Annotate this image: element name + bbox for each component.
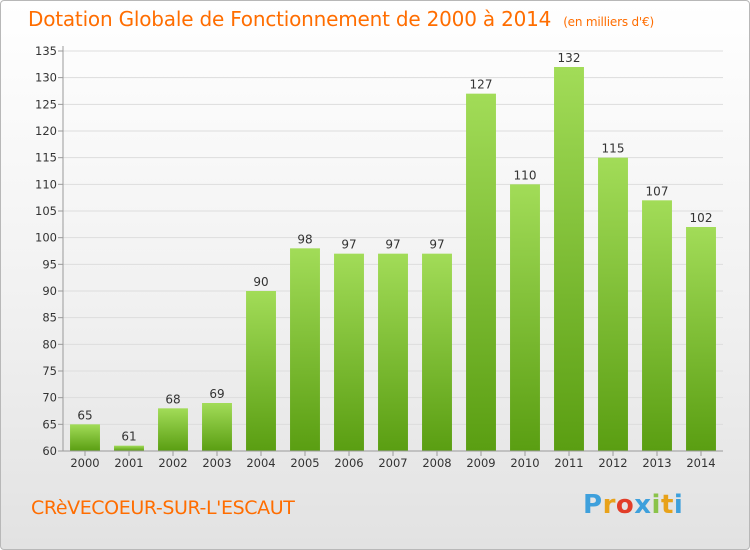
value-label-2013: 107 [646, 184, 669, 198]
x-tick-label-2007: 2007 [378, 456, 407, 470]
value-label-2004: 90 [253, 275, 268, 289]
commune-name: CRèVECOEUR-SUR-L'ESCAUT [31, 497, 295, 519]
y-tick-label: 85 [42, 311, 57, 325]
y-tick-label: 125 [35, 97, 57, 111]
logo-letter: r [602, 490, 616, 520]
x-tick-label-2005: 2005 [290, 456, 319, 470]
x-tick-label-2013: 2013 [642, 456, 671, 470]
value-label-2014: 102 [690, 211, 713, 225]
x-tick-label-2012: 2012 [598, 456, 627, 470]
bar-2014[interactable] [686, 227, 716, 451]
x-tick-label-2008: 2008 [422, 456, 451, 470]
y-tick-label: 110 [35, 177, 57, 191]
y-tick-label: 65 [42, 417, 57, 431]
y-tick-label: 105 [35, 204, 57, 218]
value-label-2008: 97 [429, 238, 444, 252]
x-tick-label-2004: 2004 [246, 456, 275, 470]
y-tick-label: 120 [35, 124, 57, 138]
y-tick-label: 60 [42, 444, 57, 458]
value-label-2012: 115 [602, 142, 625, 156]
value-label-2001: 61 [121, 430, 136, 444]
logo-letter: t [660, 490, 674, 520]
y-tick-label: 130 [35, 71, 57, 85]
bar-2007[interactable] [378, 253, 408, 451]
bar-2005[interactable] [290, 248, 320, 451]
chart-title-text: Dotation Globale de Fonctionnement de 20… [28, 7, 552, 31]
axes: 60 65 70 75 80 85 90 95 100 105 110 115 120 125 130 135… [35, 44, 723, 470]
value-label-2007: 97 [385, 238, 400, 252]
bar-2012[interactable] [598, 157, 628, 451]
bar-2008[interactable] [422, 253, 452, 451]
value-label-2003: 69 [209, 387, 224, 401]
x-tick-label-2000: 2000 [70, 456, 99, 470]
x-tick-label-2003: 2003 [202, 456, 231, 470]
value-label-2006: 97 [341, 238, 356, 252]
bar-2003[interactable] [202, 403, 232, 451]
y-tick-label: 80 [42, 337, 57, 351]
x-tick-label-2009: 2009 [466, 456, 495, 470]
value-label-2002: 68 [165, 392, 180, 406]
logo-letter: P [583, 490, 603, 520]
x-tick-label-2001: 2001 [114, 456, 143, 470]
logo-letter: i [651, 490, 661, 520]
bar-2000[interactable] [70, 424, 100, 451]
bars [70, 67, 716, 452]
chart-subtitle: (en milliers d'€) [563, 15, 654, 29]
value-labels: 65 61 68 69 90 98 97 97 97 127 110 132 115 107 102 [77, 51, 712, 444]
value-label-2010: 110 [514, 168, 537, 182]
bar-2006[interactable] [334, 253, 364, 451]
x-tick-label-2002: 2002 [158, 456, 187, 470]
value-label-2009: 127 [470, 78, 493, 92]
bar-2011[interactable] [554, 67, 584, 451]
bar-2013[interactable] [642, 200, 672, 451]
logo-letter: o [615, 490, 635, 520]
value-label-2011: 132 [558, 51, 581, 65]
bar-2010[interactable] [510, 184, 540, 452]
y-tick-label: 95 [42, 257, 57, 271]
y-tick-label: 70 [42, 391, 57, 405]
y-tick-label: 135 [35, 44, 57, 58]
y-tick-label: 90 [42, 284, 57, 298]
x-tick-label-2006: 2006 [334, 456, 363, 470]
proxiti-logo[interactable]: Proxiti [583, 490, 693, 526]
y-tick-label: 115 [35, 151, 57, 165]
x-tick-label-2014: 2014 [686, 456, 715, 470]
bar-2001[interactable] [114, 445, 144, 451]
x-tick-label-2010: 2010 [510, 456, 539, 470]
x-tick-label-2011: 2011 [554, 456, 583, 470]
bar-2009[interactable] [466, 93, 496, 452]
y-tick-label: 100 [35, 231, 57, 245]
logo-letter: x [634, 490, 652, 520]
bar-2004[interactable] [246, 291, 276, 451]
value-label-2000: 65 [77, 408, 92, 422]
chart-title: Dotation Globale de Fonctionnement de 20… [28, 7, 654, 31]
y-tick-label: 75 [42, 364, 57, 378]
logo-letter: i [673, 490, 684, 520]
bar-2002[interactable] [158, 408, 188, 451]
value-label-2005: 98 [297, 232, 312, 246]
